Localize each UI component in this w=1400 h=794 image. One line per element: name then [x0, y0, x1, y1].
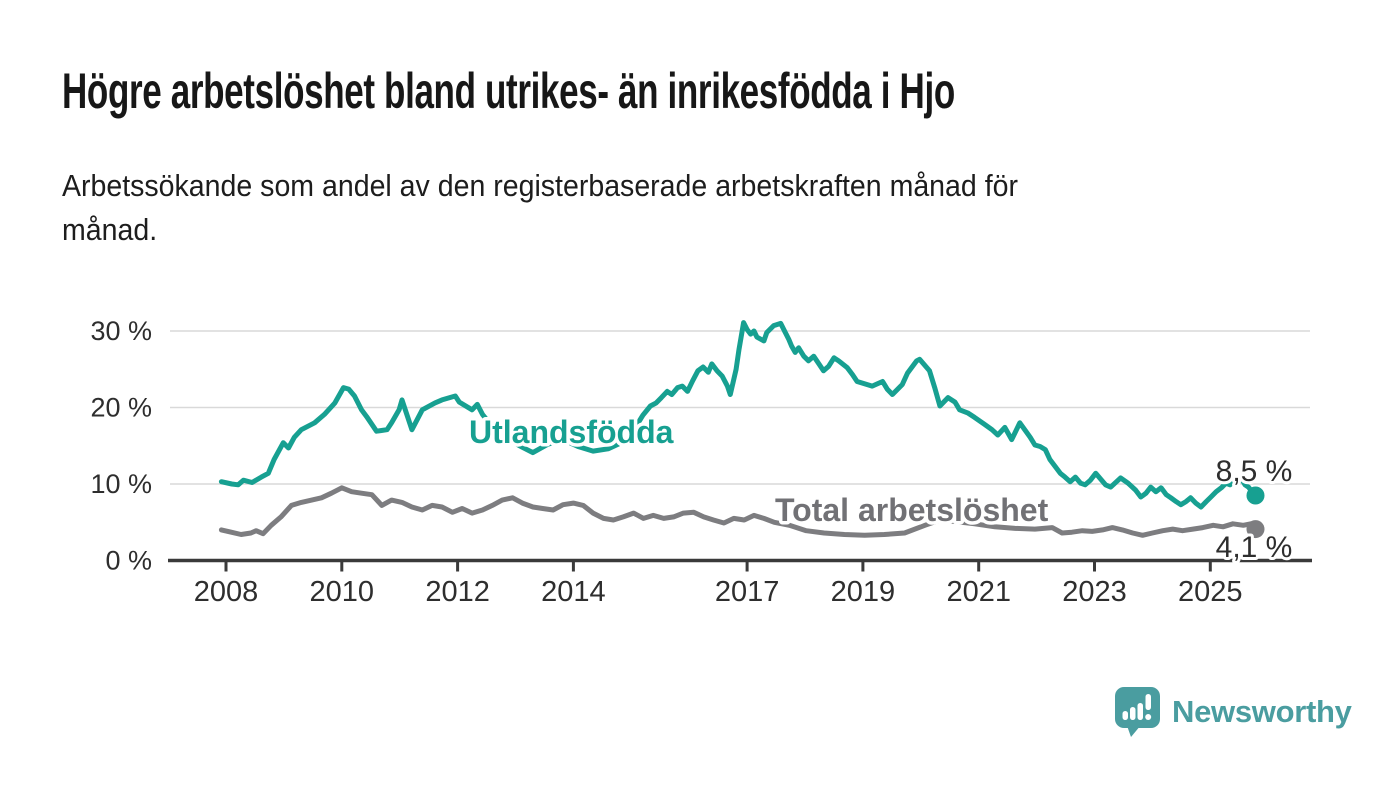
- series-end-value-label-utlandsfodda: 8,5 %: [1216, 455, 1293, 488]
- x-axis-tick-label: 2019: [831, 576, 896, 608]
- x-axis-tick-label: 2025: [1178, 576, 1243, 608]
- series-end-dot-total-arbetsloshet: [1246, 520, 1265, 539]
- chart-subtitle-line1: Arbetssökande som andel av den registerb…: [62, 168, 1018, 203]
- x-axis-tick-label: 2017: [715, 576, 780, 608]
- newsworthy-logo-icon: [1115, 687, 1160, 737]
- y-axis-tick-label: 10 %: [90, 469, 152, 499]
- y-axis-tick-label: 30 %: [90, 316, 152, 346]
- chart-subtitle-line2: månad.: [62, 212, 158, 247]
- page-title: Högre arbetslöshet bland utrikes- än inr…: [62, 63, 955, 119]
- x-axis-tick-label: 2014: [541, 576, 606, 608]
- bar-tall: [1137, 703, 1143, 720]
- series-end-value-label-total-arbetsloshet: 4,1 %: [1216, 531, 1293, 564]
- bar-small: [1122, 711, 1128, 720]
- newsworthy-wordmark: Newsworthy: [1172, 694, 1352, 729]
- y-axis-tick-label: 20 %: [90, 393, 152, 423]
- newsworthy-branding: Newsworthy: [1114, 686, 1352, 738]
- series-line-utlandsfodda: [218, 320, 1258, 510]
- chart-subtitle: Arbetssökande som andel av den registerb…: [62, 164, 1018, 252]
- x-axis-tick-label: 2010: [310, 576, 375, 608]
- bar-medium: [1130, 707, 1136, 720]
- exclamation-dot: [1145, 714, 1152, 720]
- series-line-total-arbetsloshet: [218, 485, 1258, 538]
- x-axis-tick-label: 2023: [1062, 576, 1127, 608]
- series-inline-label-utlandsfodda: Utlandsfödda: [469, 414, 674, 450]
- x-axis-tick-label: 2008: [194, 576, 259, 608]
- y-axis-tick-label: 0 %: [105, 546, 152, 576]
- x-axis-tick-label: 2021: [946, 576, 1011, 608]
- x-axis-tick-label: 2012: [425, 576, 490, 608]
- series-inline-label-total-arbetsloshet: Total arbetslöshet: [775, 492, 1049, 528]
- series-end-dot-utlandsfodda: [1246, 486, 1265, 505]
- exclamation-bar: [1145, 694, 1151, 710]
